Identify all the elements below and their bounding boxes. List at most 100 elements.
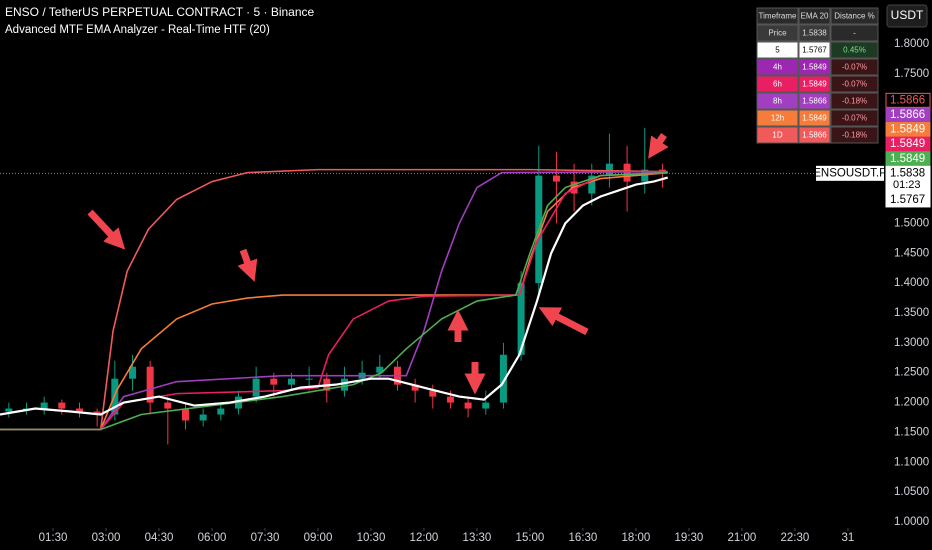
candle-body <box>93 411 101 415</box>
y-tick-label: 1.4500 <box>894 247 929 259</box>
x-tick-label: 07:30 <box>251 532 280 544</box>
price-label-box <box>885 151 931 167</box>
ema-line <box>0 171 668 431</box>
annotation-arrows <box>87 133 669 395</box>
table-cell-text: -0.07% <box>842 63 867 72</box>
candle-body <box>446 396 454 403</box>
candle-body <box>128 366 136 379</box>
table-cell <box>756 24 799 42</box>
ema-table: Timeframe EMA 20 Distance % Price 1.5838 - 5 1.… <box>756 7 879 144</box>
table-cell-text: - <box>853 29 856 38</box>
table-cell <box>830 24 879 42</box>
x-tick-label: 12:00 <box>410 532 439 544</box>
y-tick-label: 1.1500 <box>894 426 929 438</box>
candle-body <box>164 402 172 409</box>
table-cell <box>798 92 831 110</box>
y-tick-label: 1.2000 <box>894 397 929 409</box>
arrow <box>237 248 258 282</box>
table-cell-text: Price <box>768 29 787 38</box>
table-cell-text: 5 <box>775 46 780 55</box>
candle-body <box>429 390 437 397</box>
table-cell-text: -0.07% <box>842 114 867 123</box>
arrow <box>648 133 669 159</box>
x-tick-label: 09:00 <box>304 532 333 544</box>
symbol-label: ENSOUSDT.P <box>813 167 887 179</box>
table-cell <box>756 126 799 144</box>
candle-body <box>287 378 295 385</box>
table-cell-text: 1.5849 <box>802 80 827 89</box>
candle-body <box>552 175 560 182</box>
price-label-box <box>885 136 931 152</box>
table-cell <box>830 58 879 76</box>
table-cell <box>756 58 799 76</box>
price-label-box <box>885 92 931 108</box>
table-cell-text: 1.5838 <box>802 29 827 38</box>
ema-line <box>0 170 668 431</box>
table-cell-text: -0.07% <box>842 80 867 89</box>
table-cell <box>830 126 879 144</box>
table-cell <box>830 41 879 59</box>
candle-body <box>305 378 313 380</box>
table-header: Distance % <box>834 12 874 21</box>
x-tick-label: 19:30 <box>675 532 704 544</box>
x-tick-label: 21:00 <box>728 532 757 544</box>
x-tick-label: 06:00 <box>198 532 227 544</box>
table-cell-text: 0.45% <box>843 46 866 55</box>
x-tick-label: 22:30 <box>781 532 810 544</box>
candle-body <box>5 408 13 412</box>
currency-button[interactable] <box>886 4 928 28</box>
x-tick-label: 03:00 <box>92 532 121 544</box>
price-label-box <box>885 107 931 123</box>
candle-body <box>252 378 260 397</box>
table-cell <box>798 41 831 59</box>
candle-body <box>499 354 507 403</box>
price-label-box <box>885 165 931 193</box>
candle-body <box>146 366 154 403</box>
table-cell-text: 1.5849 <box>802 114 827 123</box>
table-cell-text: -0.18% <box>842 97 867 106</box>
candle-body <box>270 378 278 385</box>
table-header: EMA 20 <box>800 12 829 21</box>
candle-body <box>482 402 490 409</box>
candle-body <box>517 283 525 355</box>
y-tick-label: 1.0500 <box>894 486 929 498</box>
table-cell-text: 1D <box>772 131 782 140</box>
table-cell <box>830 75 879 93</box>
ema-line <box>0 168 668 431</box>
price-label: 1.5866 <box>890 109 925 121</box>
table-cell-text: 8h <box>773 97 782 106</box>
price-label-box <box>885 122 931 138</box>
price-label-box <box>885 192 931 208</box>
candle-body <box>464 402 472 409</box>
indicator-name: Advanced MTF EMA Analyzer - Real-Time HT… <box>5 24 270 36</box>
y-tick-label: 1.0000 <box>894 516 929 528</box>
x-tick-label: 16:30 <box>569 532 598 544</box>
table-header-cell <box>756 7 799 25</box>
candle-body <box>40 402 48 409</box>
table-cell <box>798 109 831 127</box>
table-cell-text: -0.18% <box>842 131 867 140</box>
table-header: Timeframe <box>759 12 797 21</box>
x-tick-label: 04:30 <box>145 532 174 544</box>
candle-body <box>376 366 384 373</box>
table-cell <box>756 92 799 110</box>
candle-body <box>340 378 348 391</box>
table-cell <box>798 58 831 76</box>
table-cell <box>798 126 831 144</box>
candle-body <box>641 169 649 182</box>
x-tick-label: 13:30 <box>463 532 492 544</box>
chart-title: ENSO / TetherUS PERPETUAL CONTRACT · 5 ·… <box>5 5 315 19</box>
candle-body <box>58 402 66 409</box>
table-cell <box>830 109 879 127</box>
y-tick-label: 1.7500 <box>894 68 929 80</box>
countdown: 01:23 <box>893 179 921 191</box>
y-tick-label: 1.1000 <box>894 456 929 468</box>
table-header-cell <box>830 7 879 25</box>
price-label: 1.5849 <box>890 138 925 150</box>
table-header-cell <box>798 7 831 25</box>
candle-body <box>588 175 596 194</box>
candle-body <box>75 408 83 412</box>
table-cell-text: 1.5866 <box>802 131 827 140</box>
table-cell <box>756 75 799 93</box>
